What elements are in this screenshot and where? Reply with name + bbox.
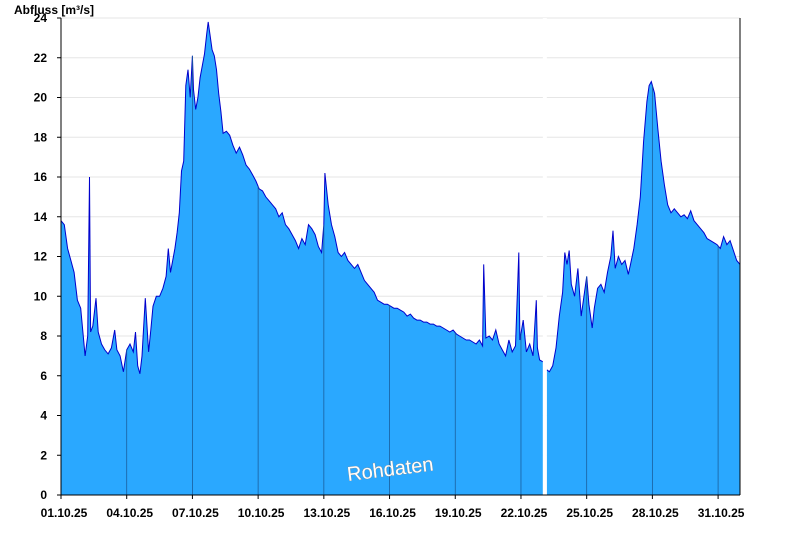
x-tick-label-22.10.25: 22.10.25 [501,506,548,520]
y-tick-label-16: 16 [34,170,48,184]
discharge-line-segment-2 [546,80,741,373]
y-tick-label-10: 10 [34,289,48,303]
discharge-area-series [60,21,741,495]
x-tick-label-13.10.25: 13.10.25 [303,506,350,520]
y-tick-label-18: 18 [34,130,48,144]
x-tick-labels: 01.10.25 04.10.25 07.10.25 10.10.25 13.10.25… [41,495,745,520]
y-tick-label-14: 14 [34,210,48,224]
discharge-area-segment-1 [61,22,543,495]
y-tick-label-24: 24 [34,11,48,25]
data-gap [542,18,547,495]
x-tick-label-07.10.25: 07.10.25 [172,506,219,520]
y-tick-label-12: 12 [34,250,48,264]
x-tick-label-28.10.25: 28.10.25 [632,506,679,520]
x-tick-label-10.10.25: 10.10.25 [238,506,285,520]
y-tick-label-20: 20 [34,91,48,105]
y-tick-label-8: 8 [40,329,47,343]
y-tick-label-4: 4 [40,409,47,423]
y-tick-label-22: 22 [34,51,48,65]
y-tick-label-6: 6 [40,369,47,383]
x-tick-label-16.10.25: 16.10.25 [369,506,416,520]
x-tick-label-04.10.25: 04.10.25 [106,506,153,520]
data-gap-band [542,18,547,495]
discharge-line-segment-1 [60,21,544,374]
x-tick-label-25.10.25: 25.10.25 [566,506,613,520]
discharge-area-segment-2 [546,81,740,495]
x-tick-label-19.10.25: 19.10.25 [435,506,482,520]
x-tick-label-01.10.25: 01.10.25 [41,506,88,520]
x-tick-label-31.10.25: 31.10.25 [698,506,745,520]
y-tick-label-0: 0 [40,488,47,502]
y-tick-label-2: 2 [40,448,47,462]
y-axis-title: Abfluss [m³/s] [14,3,94,17]
